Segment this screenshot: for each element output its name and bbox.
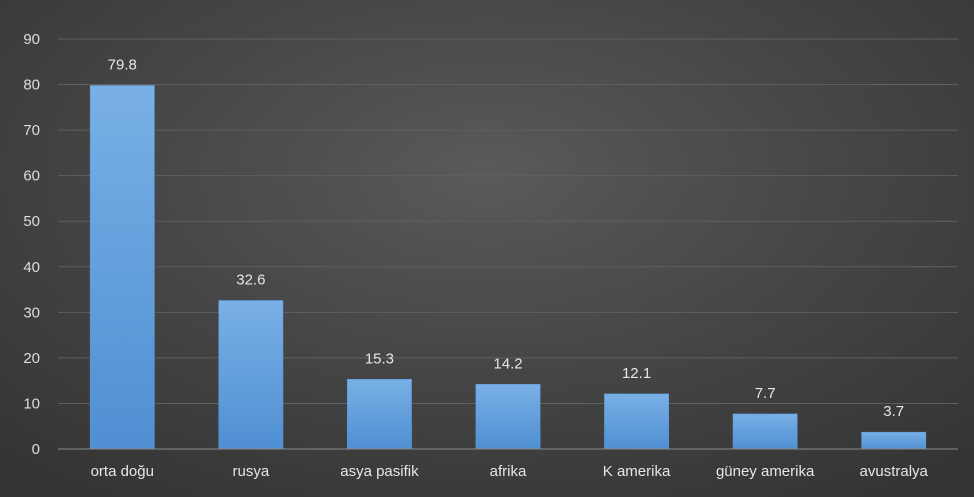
bars <box>89 85 927 450</box>
category-label-3: afrika <box>490 463 527 480</box>
data-label-1: 32.6 <box>236 271 265 288</box>
y-tick-label: 10 <box>23 395 40 412</box>
bar-4 <box>604 393 669 450</box>
data-label-0: 79.8 <box>108 56 137 73</box>
data-label-3: 14.2 <box>493 355 522 372</box>
category-label-6: avustralya <box>860 463 929 480</box>
y-tick-label: 80 <box>23 77 40 94</box>
y-tick-label: 70 <box>23 122 40 139</box>
bar-1 <box>218 300 284 450</box>
category-label-0: orta doğu <box>91 463 154 480</box>
y-tick-label: 50 <box>23 213 40 230</box>
category-label-4: K amerika <box>603 463 671 480</box>
bar-3 <box>475 384 541 450</box>
data-labels: 79.8 32.6 15.3 14.2 12.1 7.7 3.7 <box>108 56 904 420</box>
data-label-4: 12.1 <box>622 365 651 382</box>
grid-lines <box>58 38 958 404</box>
bar-2 <box>347 379 412 450</box>
data-label-2: 15.3 <box>365 350 394 367</box>
data-label-6: 3.7 <box>883 403 904 420</box>
y-tick-label: 30 <box>23 304 40 321</box>
y-tick-label: 40 <box>23 259 40 276</box>
bar-0 <box>89 85 155 450</box>
category-label-2: asya pasifik <box>340 463 419 480</box>
bar-5 <box>732 413 798 450</box>
y-tick-label: 60 <box>23 168 40 185</box>
data-label-5: 7.7 <box>755 385 776 402</box>
x-axis-category-labels: orta doğu rusya asya pasifik afrika K amerik… <box>91 463 929 480</box>
y-tick-label: 90 <box>23 31 40 48</box>
category-label-1: rusya <box>233 463 270 480</box>
category-label-5: güney amerika <box>716 463 815 480</box>
y-tick-label: 20 <box>23 350 40 367</box>
bar-6 <box>861 431 927 450</box>
y-axis-tick-labels: 0 10 20 30 40 50 60 70 80 90 <box>23 31 40 458</box>
y-tick-label: 0 <box>32 441 40 458</box>
